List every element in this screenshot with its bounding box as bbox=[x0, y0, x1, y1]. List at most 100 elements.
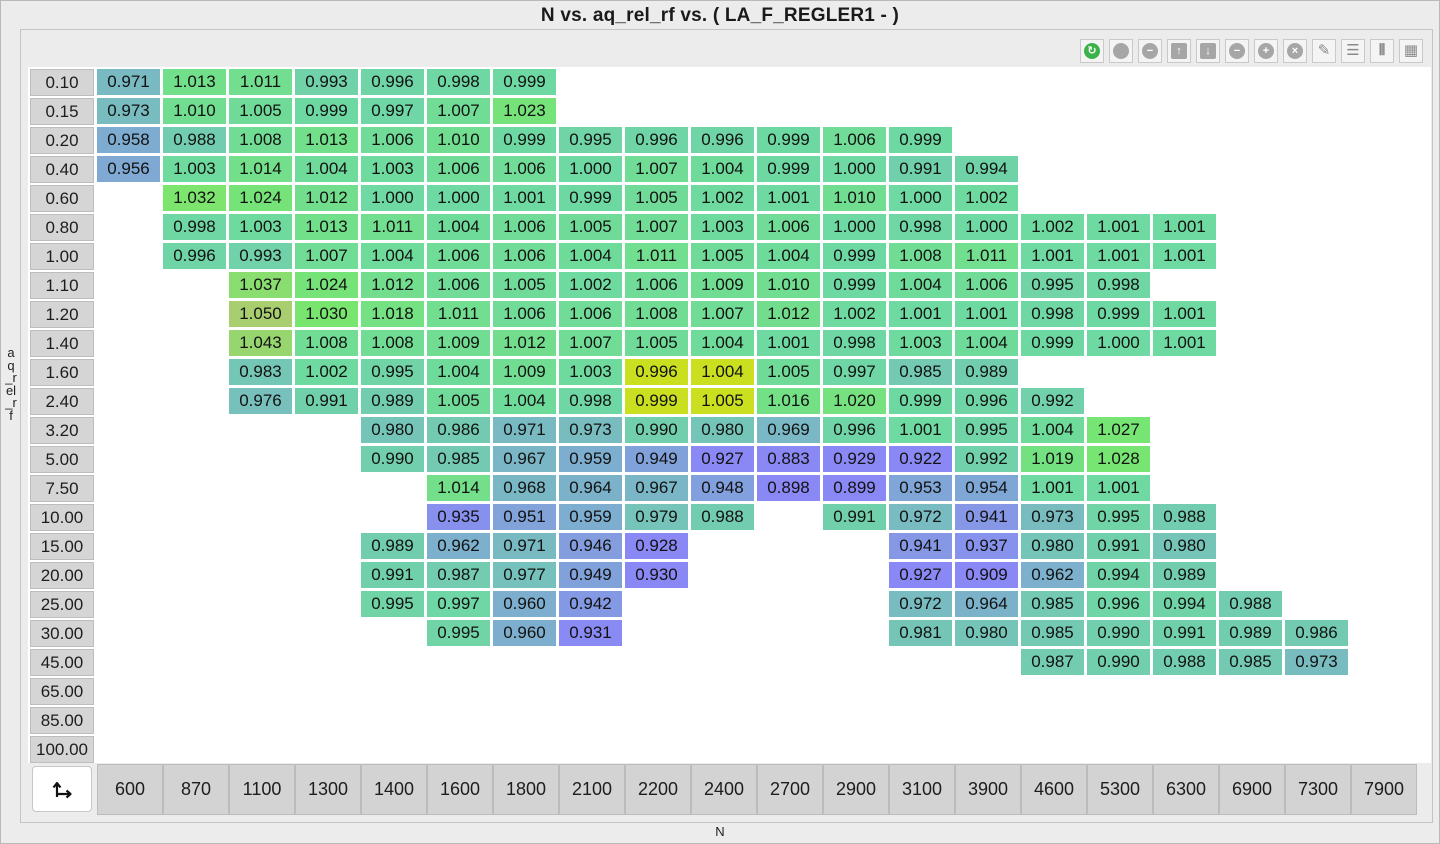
heatmap-cell[interactable]: 1.001 bbox=[888, 416, 953, 444]
heatmap-cell[interactable]: 0.927 bbox=[888, 561, 953, 589]
heatmap-cell[interactable]: 1.004 bbox=[690, 329, 755, 357]
heatmap-cell[interactable]: 0.968 bbox=[492, 474, 557, 502]
heatmap-cell[interactable]: 0.973 bbox=[558, 416, 623, 444]
heatmap-cell[interactable]: 1.000 bbox=[360, 184, 425, 212]
heatmap-cell[interactable]: 0.899 bbox=[822, 474, 887, 502]
heatmap-cell[interactable]: 1.001 bbox=[1152, 213, 1217, 241]
heatmap-cell[interactable]: 0.989 bbox=[360, 387, 425, 415]
heatmap-cell[interactable]: 0.988 bbox=[1152, 503, 1217, 531]
heatmap-cell[interactable]: 1.028 bbox=[1086, 445, 1151, 473]
rows-button[interactable]: ☰ bbox=[1341, 39, 1365, 63]
heatmap-cell[interactable]: 0.989 bbox=[360, 532, 425, 560]
heatmap-cell[interactable]: 1.005 bbox=[690, 387, 755, 415]
heatmap-cell[interactable]: 1.007 bbox=[426, 97, 491, 125]
heatmap-cell[interactable]: 1.004 bbox=[558, 242, 623, 270]
columns-button[interactable]: ⦀ bbox=[1370, 39, 1394, 63]
heatmap-cell[interactable]: 0.996 bbox=[624, 358, 689, 386]
heatmap-cell[interactable]: 0.941 bbox=[888, 532, 953, 560]
heatmap-cell[interactable]: 0.988 bbox=[162, 126, 227, 154]
heatmap-cell[interactable]: 1.006 bbox=[360, 126, 425, 154]
heatmap-cell[interactable]: 1.006 bbox=[492, 300, 557, 328]
heatmap-cell[interactable]: 1.005 bbox=[756, 358, 821, 386]
heatmap-cell[interactable]: 1.003 bbox=[558, 358, 623, 386]
heatmap-cell[interactable]: 0.951 bbox=[492, 503, 557, 531]
heatmap-cell[interactable]: 0.991 bbox=[1152, 619, 1217, 647]
heatmap-cell[interactable]: 1.002 bbox=[954, 184, 1019, 212]
heatmap-cell[interactable]: 0.998 bbox=[1020, 300, 1085, 328]
heatmap-cell[interactable]: 0.997 bbox=[426, 590, 491, 618]
heatmap-cell[interactable]: 0.993 bbox=[228, 242, 293, 270]
heatmap-cell[interactable]: 1.011 bbox=[360, 213, 425, 241]
heatmap-cell[interactable]: 1.008 bbox=[624, 300, 689, 328]
heatmap-cell[interactable]: 1.032 bbox=[162, 184, 227, 212]
heatmap-cell[interactable]: 1.000 bbox=[558, 155, 623, 183]
heatmap-cell[interactable]: 0.980 bbox=[690, 416, 755, 444]
heatmap-cell[interactable]: 0.992 bbox=[954, 445, 1019, 473]
heatmap-cell[interactable]: 0.927 bbox=[690, 445, 755, 473]
heatmap-cell[interactable]: 1.014 bbox=[426, 474, 491, 502]
heatmap-cell[interactable]: 0.990 bbox=[624, 416, 689, 444]
heatmap-cell[interactable]: 1.004 bbox=[360, 242, 425, 270]
heatmap-cell[interactable]: 0.999 bbox=[1020, 329, 1085, 357]
heatmap-cell[interactable]: 0.985 bbox=[426, 445, 491, 473]
heatmap-cell[interactable]: 1.023 bbox=[492, 97, 557, 125]
heatmap-cell[interactable]: 0.942 bbox=[558, 590, 623, 618]
add-button[interactable]: + bbox=[1254, 39, 1278, 63]
heatmap-cell[interactable]: 1.001 bbox=[888, 300, 953, 328]
arrow-up-button[interactable]: ↑ bbox=[1167, 39, 1191, 63]
heatmap-cell[interactable]: 0.969 bbox=[756, 416, 821, 444]
heatmap-cell[interactable]: 0.980 bbox=[360, 416, 425, 444]
heatmap-cell[interactable]: 1.006 bbox=[756, 213, 821, 241]
heatmap-cell[interactable]: 1.005 bbox=[426, 387, 491, 415]
heatmap-cell[interactable]: 0.997 bbox=[822, 358, 887, 386]
heatmap-cell[interactable]: 0.967 bbox=[492, 445, 557, 473]
heatmap-cell[interactable]: 0.996 bbox=[1086, 590, 1151, 618]
refresh-button[interactable]: ↻ bbox=[1080, 39, 1104, 63]
remove-button[interactable]: − bbox=[1225, 39, 1249, 63]
heatmap-cell[interactable]: 0.883 bbox=[756, 445, 821, 473]
heatmap-cell[interactable]: 0.994 bbox=[1152, 590, 1217, 618]
grid-button[interactable]: ▦ bbox=[1399, 39, 1423, 63]
heatmap-cell[interactable]: 1.013 bbox=[294, 126, 359, 154]
heatmap-cell[interactable]: 0.999 bbox=[624, 387, 689, 415]
heatmap-cell[interactable]: 0.996 bbox=[162, 242, 227, 270]
heatmap-cell[interactable]: 1.004 bbox=[888, 271, 953, 299]
heatmap-cell[interactable]: 0.998 bbox=[426, 68, 491, 96]
heatmap-cell[interactable]: 1.001 bbox=[1152, 242, 1217, 270]
heatmap-cell[interactable]: 0.980 bbox=[1152, 532, 1217, 560]
heatmap-cell[interactable]: 0.996 bbox=[822, 416, 887, 444]
heatmap-cell[interactable]: 0.958 bbox=[96, 126, 161, 154]
heatmap-cell[interactable]: 0.995 bbox=[1086, 503, 1151, 531]
close-button[interactable]: × bbox=[1283, 39, 1307, 63]
heatmap-cell[interactable]: 0.995 bbox=[1020, 271, 1085, 299]
heatmap-cell[interactable]: 0.988 bbox=[1152, 648, 1217, 676]
heatmap-cell[interactable]: 0.976 bbox=[228, 387, 293, 415]
heatmap-cell[interactable]: 0.989 bbox=[954, 358, 1019, 386]
heatmap-cell[interactable]: 0.972 bbox=[888, 503, 953, 531]
heatmap-cell[interactable]: 0.986 bbox=[426, 416, 491, 444]
heatmap-cell[interactable]: 1.000 bbox=[822, 155, 887, 183]
heatmap-cell[interactable]: 1.007 bbox=[624, 213, 689, 241]
heatmap-cell[interactable]: 1.008 bbox=[360, 329, 425, 357]
heatmap-cell[interactable]: 1.006 bbox=[492, 213, 557, 241]
heatmap-cell[interactable]: 0.972 bbox=[888, 590, 953, 618]
heatmap-cell[interactable]: 1.001 bbox=[1152, 300, 1217, 328]
heatmap-cell[interactable]: 0.998 bbox=[1086, 271, 1151, 299]
heatmap-cell[interactable]: 1.004 bbox=[1020, 416, 1085, 444]
heatmap-cell[interactable]: 1.012 bbox=[756, 300, 821, 328]
heatmap-cell[interactable]: 0.999 bbox=[888, 126, 953, 154]
heatmap-cell[interactable]: 0.937 bbox=[954, 532, 1019, 560]
heatmap-cell[interactable]: 0.990 bbox=[360, 445, 425, 473]
heatmap-cell[interactable]: 0.941 bbox=[954, 503, 1019, 531]
heatmap-cell[interactable]: 1.010 bbox=[426, 126, 491, 154]
heatmap-cell[interactable]: 0.987 bbox=[426, 561, 491, 589]
heatmap-cell[interactable]: 1.012 bbox=[294, 184, 359, 212]
heatmap-cell[interactable]: 1.006 bbox=[558, 300, 623, 328]
heatmap-cell[interactable]: 0.999 bbox=[822, 242, 887, 270]
heatmap-cell[interactable]: 1.005 bbox=[624, 184, 689, 212]
heatmap-cell[interactable]: 1.005 bbox=[624, 329, 689, 357]
heatmap-cell[interactable]: 1.003 bbox=[360, 155, 425, 183]
heatmap-cell[interactable]: 0.909 bbox=[954, 561, 1019, 589]
heatmap-cell[interactable]: 0.956 bbox=[96, 155, 161, 183]
heatmap-cell[interactable]: 0.935 bbox=[426, 503, 491, 531]
